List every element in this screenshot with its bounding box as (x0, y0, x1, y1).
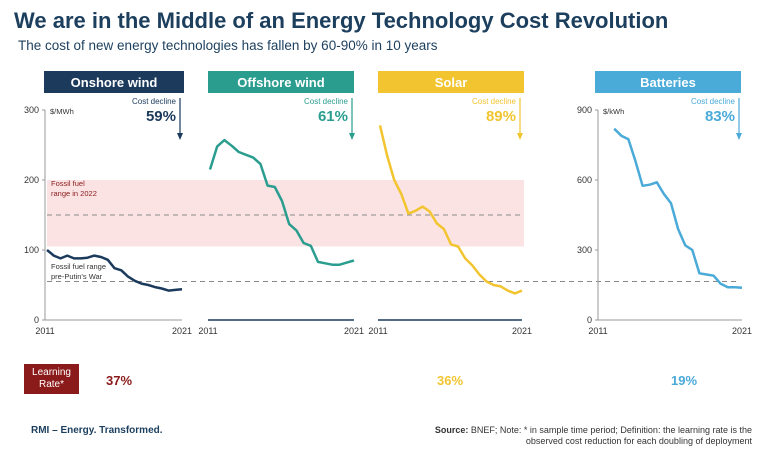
x-tick-label-offshore: 2021 (344, 326, 364, 336)
learning-rate-solar: 36% (437, 373, 464, 388)
cost-decline-label-solar: Cost decline (472, 97, 517, 106)
cost-decline-label-onshore: Cost decline (132, 97, 177, 106)
panel-offshore: Offshore wind 2011 2021 Cost decline 61% (198, 71, 364, 336)
y-tick-label-onshore: 200 (24, 175, 39, 185)
cost-decline-value-batteries: 83% (705, 108, 735, 125)
source-label: Source: (434, 425, 469, 435)
page-subtitle: The cost of new energy technologies has … (18, 38, 438, 53)
y-tick-label-onshore: 0 (34, 315, 39, 325)
cost-decline-value-solar: 89% (486, 108, 516, 125)
x-tick-label-batteries: 2011 (588, 326, 607, 336)
x-tick-label-batteries: 2021 (732, 326, 752, 336)
series-line-batteries (613, 127, 743, 290)
series-line-onshore (46, 249, 183, 292)
y-unit-batteries: $/kWh (603, 107, 624, 116)
x-tick-label-solar: 2021 (512, 326, 532, 336)
y-tick-label-batteries: 0 (587, 315, 592, 325)
fossil-prewar-label-line: pre-Putin's War (51, 272, 103, 281)
learning-rate-batteries: 19% (671, 373, 698, 388)
cost-decline-label-batteries: Cost decline (691, 97, 736, 106)
source-note: Source: BNEF; Note: * in sample time per… (422, 425, 752, 447)
panel-batteries: Batteries 0 300 600 900 $/kWh 2011 2021 Cost dec… (577, 71, 752, 336)
learning-rate-label: Learning Rate* (24, 364, 79, 394)
fossil-band-label-line: range in 2022 (51, 189, 97, 198)
panel-title-solar: Solar (435, 75, 468, 90)
learning-rate-onshore: 37% (106, 373, 133, 388)
cost-decline-label-offshore: Cost decline (304, 97, 349, 106)
footer-brand: RMI – Energy. Transformed. (31, 425, 163, 436)
cost-decline-arrowhead-solar (517, 133, 523, 140)
y-tick-label-batteries: 600 (577, 175, 592, 185)
y-tick-label-batteries: 300 (577, 245, 592, 255)
panel-header-offshore (208, 71, 354, 93)
page-title: We are in the Middle of an Energy Techno… (14, 8, 669, 33)
panel-title-onshore: Onshore wind (71, 75, 158, 90)
source-text: BNEF; Note: * in sample time period; Def… (470, 425, 752, 446)
panel-title-batteries: Batteries (640, 75, 696, 90)
cost-decline-value-offshore: 61% (318, 108, 348, 125)
cost-decline-arrowhead-batteries (736, 133, 742, 140)
panel-title-offshore: Offshore wind (237, 75, 324, 90)
panel-header-batteries (595, 71, 741, 93)
panel-header-solar (378, 71, 524, 93)
x-tick-label-onshore: 2021 (172, 326, 192, 336)
panel-onshore: Onshore wind 0 100 200 300 $/MWh 2011 2021 Cost … (24, 71, 192, 336)
series-line-offshore (208, 138, 355, 266)
fossil-prewar-label-line: Fossil fuel range (51, 262, 106, 271)
x-tick-label-offshore: 2011 (198, 326, 217, 336)
fossil-band-label-line: Fossil fuel (51, 179, 85, 188)
series-line-solar (378, 125, 523, 295)
cost-decline-value-onshore: 59% (146, 108, 176, 125)
x-tick-label-solar: 2011 (368, 326, 387, 336)
y-tick-label-batteries: 900 (577, 105, 592, 115)
panel-header-onshore (44, 71, 184, 93)
panel-solar: Solar 2011 2021 Cost decline 89% (368, 71, 532, 336)
y-tick-label-onshore: 100 (24, 245, 39, 255)
cost-decline-arrowhead-offshore (349, 133, 355, 140)
x-tick-label-onshore: 2011 (35, 326, 54, 336)
y-tick-label-onshore: 300 (24, 105, 39, 115)
y-unit-onshore: $/MWh (50, 107, 74, 116)
cost-decline-arrowhead-onshore (177, 133, 183, 140)
